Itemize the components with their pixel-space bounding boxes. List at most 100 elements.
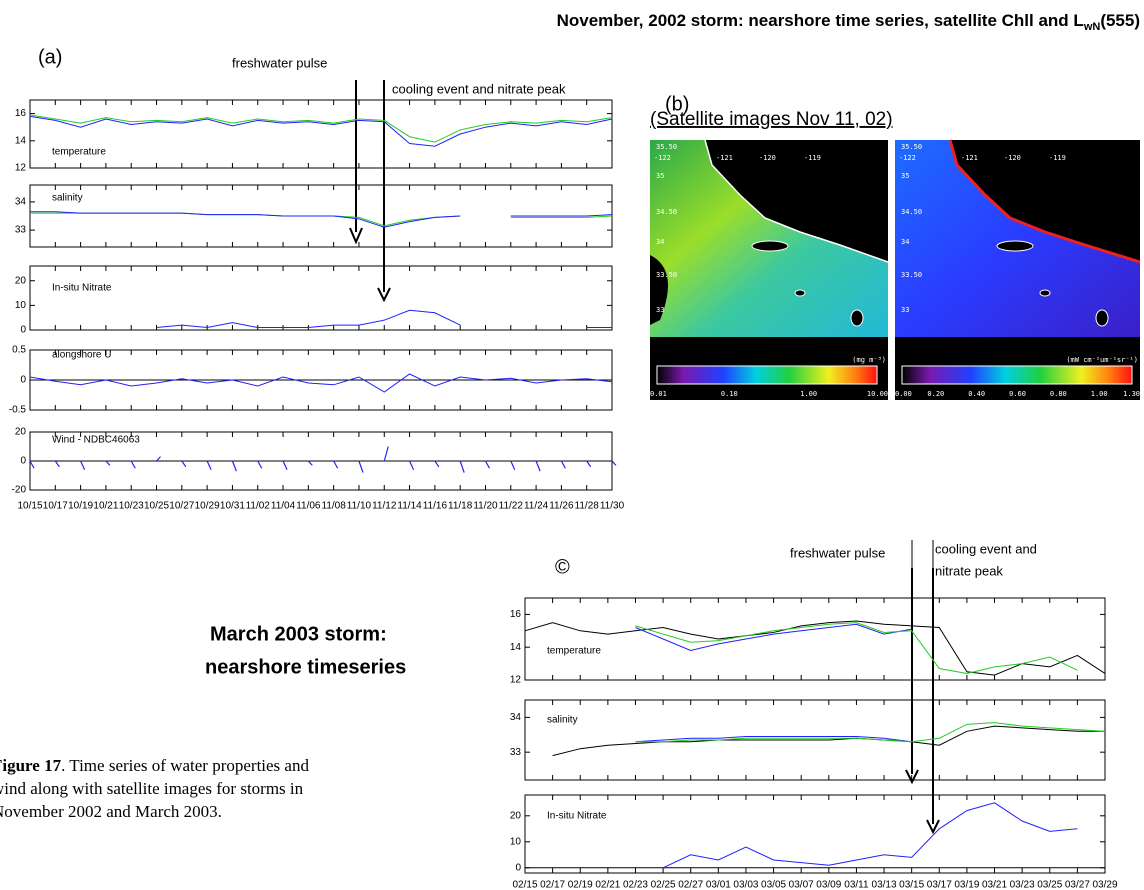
x-tick-label: 11/22 [499,501,524,512]
y-tick-label: 33 [15,225,27,236]
panel-frame [524,597,1106,681]
panel-frame [29,265,613,331]
y-tick-label: 16 [510,609,522,620]
x-tick-label: 03/23 [1010,880,1035,890]
panel-label: temperature [547,646,601,657]
lon-label: -121 [961,154,978,162]
x-tick-label: 03/21 [982,880,1007,890]
colorbar-label: 1.00 [800,390,817,398]
arrow-head [349,227,363,245]
x-tick-label: 02/21 [595,880,620,890]
y-tick-label: 0 [20,325,26,336]
series-line [552,725,1105,757]
island [794,289,806,297]
x-tick-label: 11/06 [296,501,321,512]
annotation: freshwater pulse [790,545,885,560]
y-tick-label: 10 [510,836,522,847]
colorbar [901,365,1133,385]
lat-label: 35 [901,172,909,180]
lat-label: 33.50 [656,271,677,279]
chl-image [650,139,889,400]
wind-stick [80,460,86,470]
series-line [510,214,613,217]
wind-stick [586,460,592,468]
y-tick-label: 34 [15,197,27,208]
caption-label: Figure 17 [0,756,62,775]
x-tick-label: 03/07 [789,880,814,890]
panel-label: In-situ Nitrate [547,811,607,822]
lat-label: 34.50 [656,208,677,216]
arrow-head [905,769,919,785]
arrows [905,568,940,835]
x-tick-label: 03/27 [1065,880,1090,890]
x-tick-label: 03/01 [706,880,731,890]
panel-label: In-situ Nitrate [52,283,112,294]
ocean [650,140,888,337]
x-tick-label: 03/17 [927,880,952,890]
series-line [635,736,912,743]
arrow-head [377,287,391,303]
x-tick-label: 11/02 [246,501,271,512]
y-tick-label: 0 [20,375,26,386]
colorbar-label: 0.20 [927,390,944,398]
x-tick-label: 02/15 [512,880,537,890]
y-tick-label: 20 [15,427,27,438]
wind-stick [206,460,212,470]
caption-line: . Time series of water properties and [61,756,309,775]
x-tick-label: 03/09 [816,880,841,890]
x-tick-label: 02/23 [623,880,648,890]
y-tick-label: -0.5 [9,405,27,416]
x-tick-label: 03/15 [899,880,924,890]
series-line [30,211,461,228]
x-tick-label: 11/20 [473,501,498,512]
lat-label: 35.50 [656,143,677,151]
satellite-caption: (Satellite images Nov 11, 02) [650,109,893,130]
x-tick-label: 03/19 [954,880,979,890]
x-tick-label: 03/29 [1092,880,1117,890]
wind-stick [333,460,339,469]
wind-stick [611,460,617,466]
panel-frame [524,794,1106,874]
x-tick-label: 03/25 [1037,880,1062,890]
x-tick-label: 10/27 [169,501,194,512]
wind-stick [231,460,237,472]
colorbar-units: (mW cm⁻²um⁻¹sr⁻¹) [1066,356,1138,364]
y-tick-label: 14 [15,135,27,146]
x-tick-label: 03/03 [733,880,758,890]
island [1039,289,1051,297]
heading: nearshore timeseries [205,656,406,678]
x-tick-label: 11/14 [397,501,422,512]
x-tick-label: 10/15 [17,501,42,512]
wind-stick [282,460,288,470]
x-tick-label: 10/19 [68,501,93,512]
colorbar-label: 0.01 [650,390,667,398]
coastline [704,139,889,263]
y-tick-label: 33 [510,747,522,758]
series-line [510,215,613,218]
wind-stick [257,460,263,469]
wind-stick [181,460,187,468]
lat-label: 35 [656,172,664,180]
lon-label: -120 [759,154,776,162]
x-tick-label: 10/29 [195,501,220,512]
colorbar-label: 1.00 [1091,390,1108,398]
x-tick-label: 11/18 [448,501,473,512]
title-main: November, 2002 storm: nearshore time ser… [557,11,1084,30]
x-tick-label: 10/31 [220,501,245,512]
panel-label: Wind - NDBC46063 [52,435,140,446]
x-tick-label: 02/27 [678,880,703,890]
lon-label: -119 [1049,154,1066,162]
x-tick-label: 11/26 [549,501,574,512]
lwn-image [895,139,1141,400]
lat-label: 35.50 [901,143,922,151]
arrow-head [926,819,940,835]
wind-stick [510,460,516,470]
coastline [948,139,1141,264]
x-tick-label: 11/16 [423,501,448,512]
wind-stick [434,460,440,468]
lat-label: 33 [901,306,909,314]
wind-stick [560,460,566,469]
cloud [650,255,668,325]
caption-line: wind along with satellite images for sto… [0,779,304,798]
x-tick-label: 10/25 [144,501,169,512]
